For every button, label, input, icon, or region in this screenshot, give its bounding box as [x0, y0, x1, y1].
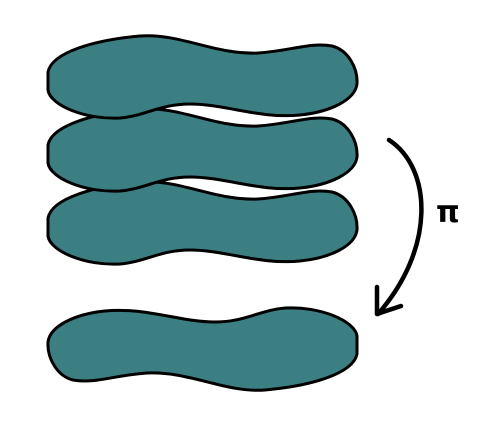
stacked-shape-top — [46, 34, 359, 120]
rotation-arrow-curve — [375, 137, 424, 317]
stacked-shape-middle — [46, 107, 359, 193]
rotation-arrow — [374, 137, 424, 317]
rotation-label: π — [436, 195, 460, 230]
wavy-stack — [46, 34, 359, 266]
stacked-shape-bottom — [46, 180, 359, 266]
rotated-shape — [46, 306, 359, 392]
rotation-arrow-head — [374, 284, 404, 317]
